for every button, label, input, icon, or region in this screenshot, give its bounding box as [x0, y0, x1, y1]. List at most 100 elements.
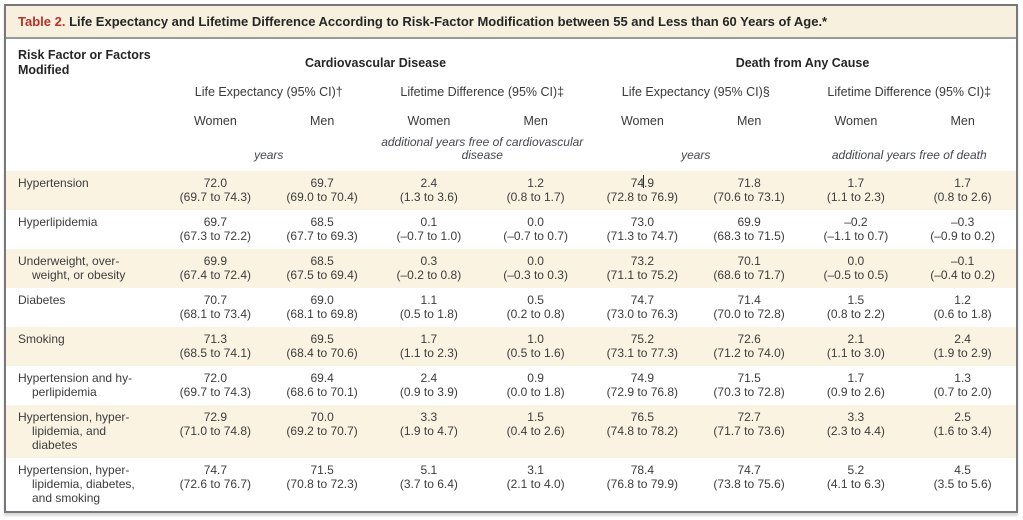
column-header-men: Men	[736, 114, 762, 128]
table-body: Hypertension 72.0 (69.7 to 74.3) 69.7 (69.0 …	[6, 171, 1016, 511]
confidence-interval: (–0.7 to 1.0)	[396, 229, 462, 243]
estimate-value: 0.5	[527, 293, 544, 307]
data-cell: 1.1 (0.5 to 1.8)	[376, 288, 483, 327]
confidence-interval: (0.5 to 1.6)	[506, 346, 565, 360]
confidence-interval: (–0.7 to 0.7)	[503, 229, 568, 243]
estimate-value: 5.1	[420, 463, 438, 477]
table-row: Hyperlipidemia 69.7 (67.3 to 72.2) 68.5 (67.…	[6, 210, 1016, 249]
table-row: Smoking 71.3 (68.5 to 74.1) 69.5 (68.4 to 70…	[6, 327, 1016, 366]
subheader-cvd-lifetime-difference: Lifetime Difference (95% CI)‡	[400, 85, 565, 99]
confidence-interval: (0.9 to 3.9)	[399, 385, 458, 399]
data-cell: 1.3 (0.7 to 2.0)	[909, 366, 1016, 405]
data-cell: 69.0 (68.1 to 69.8)	[269, 288, 376, 327]
estimate-value: 73.0	[630, 215, 655, 229]
units-cvd-life-expectancy: years	[254, 148, 284, 162]
estimate-value: 69.7	[310, 176, 334, 190]
data-cell: 69.9 (68.3 to 71.5)	[696, 210, 803, 249]
subheader-death-lifetime-difference: Lifetime Difference (95% CI)‡	[827, 85, 992, 99]
data-cell: 0.5 (0.2 to 0.8)	[482, 288, 589, 327]
units-death-life-expectancy: years	[681, 148, 711, 162]
data-cell: 74.7 (73.8 to 75.6)	[696, 458, 803, 511]
data-cell: 1.7 (0.9 to 2.6)	[803, 366, 910, 405]
data-cell: 2.4 (1.3 to 3.6)	[376, 171, 483, 210]
data-cell: 1.7 (1.1 to 2.3)	[803, 171, 910, 210]
estimate-value: 68.5	[310, 215, 334, 229]
estimate-value: 0.0	[847, 254, 865, 268]
data-cell: 73.2 (71.1 to 75.2)	[589, 249, 696, 288]
row-label: Hypertension and hy- perlipidemia	[18, 371, 133, 399]
column-header-women: Women	[620, 114, 664, 128]
estimate-value: 69.4	[310, 371, 334, 385]
estimate-value: 70.0	[310, 410, 334, 424]
data-cell: 70.0 (69.2 to 70.7)	[269, 405, 376, 458]
table-row: Diabetes 70.7 (68.1 to 73.4) 69.0 (68.1 to 6…	[6, 288, 1016, 327]
confidence-interval: (0.5 to 1.8)	[399, 307, 458, 321]
data-cell: –0.3 (–0.9 to 0.2)	[909, 210, 1016, 249]
estimate-value: 1.5	[847, 293, 865, 307]
data-cell: 5.1 (3.7 to 6.4)	[376, 458, 483, 511]
data-cell: 5.2 (4.1 to 6.3)	[803, 458, 910, 511]
data-cell: 2.1 (1.1 to 3.0)	[803, 327, 910, 366]
estimate-value: 1.5	[527, 410, 544, 424]
data-cell: 69.9 (67.4 to 72.4)	[162, 249, 269, 288]
table-title: Table 2. Life Expectancy and Lifetime Di…	[6, 6, 1016, 39]
estimate-value: 0.9	[527, 371, 544, 385]
estimate-value: 69.0	[310, 293, 334, 307]
confidence-interval: (1.9 to 2.9)	[933, 346, 992, 360]
estimate-value: 74.7	[630, 293, 655, 307]
table-row: Underweight, over- weight, or obesity 69.…	[6, 249, 1016, 288]
estimate-value: 2.1	[847, 332, 865, 346]
estimate-value: 1.7	[954, 176, 971, 190]
confidence-interval: (74.8 to 78.2)	[606, 424, 679, 438]
confidence-interval: (71.2 to 74.0)	[713, 346, 785, 360]
estimate-value: –0.3	[950, 215, 975, 229]
confidence-interval: (69.7 to 74.3)	[179, 385, 252, 399]
table-row: Hypertension and hy- perlipidemia 72.0 (69…	[6, 366, 1016, 405]
estimate-value: 75.2	[630, 332, 655, 346]
estimate-value: 69.9	[737, 215, 761, 229]
confidence-interval: (3.7 to 6.4)	[399, 477, 458, 491]
confidence-interval: (0.8 to 2.6)	[933, 190, 992, 204]
units-cvd-lifetime-difference: additional years free of cardiovascular …	[381, 135, 584, 162]
estimate-value: 2.4	[954, 332, 971, 346]
data-cell: 72.0 (69.7 to 74.3)	[162, 171, 269, 210]
table-title-text: Life Expectancy and Lifetime Difference …	[65, 14, 828, 29]
data-cell: 74.9 (72.9 to 76.8)	[589, 366, 696, 405]
confidence-interval: (68.1 to 73.4)	[179, 307, 252, 321]
data-cell: 72.7 (71.7 to 73.6)	[696, 405, 803, 458]
data-cell: 68.5 (67.5 to 69.4)	[269, 249, 376, 288]
confidence-interval: (71.1 to 75.2)	[606, 268, 679, 282]
confidence-interval: (68.6 to 70.1)	[286, 385, 358, 399]
row-label: Smoking	[18, 332, 65, 346]
data-cell: 3.1 (2.1 to 4.0)	[482, 458, 589, 511]
confidence-interval: (68.6 to 71.7)	[713, 268, 785, 282]
header-group-row: Risk Factor or Factors Modified Cardiova…	[6, 39, 1016, 77]
confidence-interval: (68.3 to 71.5)	[713, 229, 785, 243]
estimate-value: 1.2	[527, 176, 544, 190]
confidence-interval: (0.0 to 1.8)	[506, 385, 565, 399]
row-label: Hypertension, hyper- lipidemia, diabetes…	[18, 463, 135, 505]
confidence-interval: (73.1 to 77.3)	[606, 346, 679, 360]
confidence-interval: (71.7 to 73.6)	[713, 424, 785, 438]
estimate-value: 73.2	[630, 254, 655, 268]
estimate-value: 72.7	[737, 410, 761, 424]
confidence-interval: (67.4 to 72.4)	[179, 268, 252, 282]
data-cell: 2.5 (1.6 to 3.4)	[909, 405, 1016, 458]
table-row: Hypertension, hyper- lipidemia, diabetes…	[6, 458, 1016, 511]
confidence-interval: (0.8 to 1.7)	[506, 190, 565, 204]
estimate-value: 2.5	[954, 410, 971, 424]
group-header-cardiovascular: Cardiovascular Disease	[304, 56, 447, 70]
row-label: Hyperlipidemia	[18, 215, 98, 229]
estimate-value: 74.9	[630, 176, 655, 190]
confidence-interval: (67.5 to 69.4)	[286, 268, 358, 282]
estimate-value: 71.5	[310, 463, 334, 477]
estimate-value: 5.2	[847, 463, 865, 477]
data-cell: 0.1 (–0.7 to 1.0)	[376, 210, 483, 249]
data-cell: 71.5 (70.8 to 72.3)	[269, 458, 376, 511]
confidence-interval: (1.6 to 3.4)	[933, 424, 992, 438]
row-label: Underweight, over- weight, or obesity	[18, 254, 126, 282]
text-cursor	[643, 175, 645, 188]
data-cell: 2.4 (0.9 to 3.9)	[376, 366, 483, 405]
confidence-interval: (70.8 to 72.3)	[286, 477, 358, 491]
group-header-death: Death from Any Cause	[735, 56, 870, 70]
